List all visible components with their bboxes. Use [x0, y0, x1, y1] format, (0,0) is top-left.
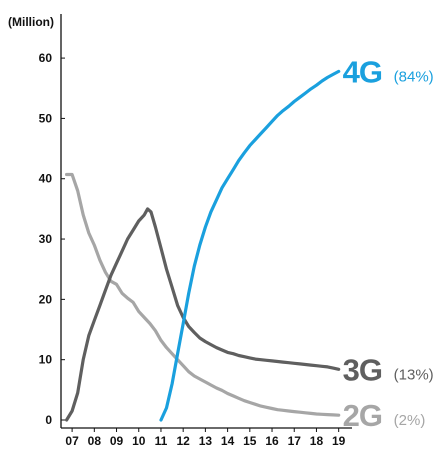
x-tick-label: 15: [243, 434, 257, 448]
y-tick-label: 60: [39, 51, 53, 65]
x-tick-label: 19: [332, 434, 346, 448]
series-label-3g: 3G: [343, 352, 382, 387]
x-axis-ticks: 07 08 09 10 11 12 13 14 15 16 17 18 19: [65, 428, 346, 448]
series-line-2g: [65, 172, 341, 417]
x-tick-label: 11: [155, 434, 168, 448]
series-label-4g: 4G: [343, 54, 382, 89]
series-line-4g: [159, 69, 341, 422]
series-share-4g: (84%): [394, 68, 434, 85]
series-labels: 2G (2%) 3G (13%) 4G (84%): [343, 54, 434, 433]
y-tick-label: 20: [39, 292, 53, 306]
x-tick-label: 07: [65, 434, 79, 448]
series-lines: [65, 69, 341, 422]
y-tick-label: 40: [39, 172, 53, 186]
x-tick-label: 10: [132, 434, 146, 448]
y-tick-label: 10: [39, 353, 53, 367]
y-tick-label: 0: [45, 413, 52, 427]
x-tick-label: 08: [88, 434, 102, 448]
x-tick-label: 17: [288, 434, 302, 448]
series-share-2g: (2%): [394, 412, 426, 429]
x-tick-label: 13: [199, 434, 213, 448]
x-tick-label: 09: [110, 434, 124, 448]
x-tick-label: 16: [265, 434, 279, 448]
series-share-3g: (13%): [394, 366, 434, 383]
x-tick-label: 12: [176, 434, 190, 448]
x-tick-label: 14: [221, 434, 235, 448]
x-tick-label: 18: [310, 434, 324, 448]
y-axis-unit-label: (Million): [8, 15, 54, 29]
y-axis-ticks: 0 10 20 30 40 50 60: [39, 51, 65, 427]
y-tick-label: 30: [39, 232, 53, 246]
series-label-2g: 2G: [343, 398, 382, 433]
y-tick-label: 50: [39, 111, 53, 125]
series-line-3g: [65, 207, 341, 422]
